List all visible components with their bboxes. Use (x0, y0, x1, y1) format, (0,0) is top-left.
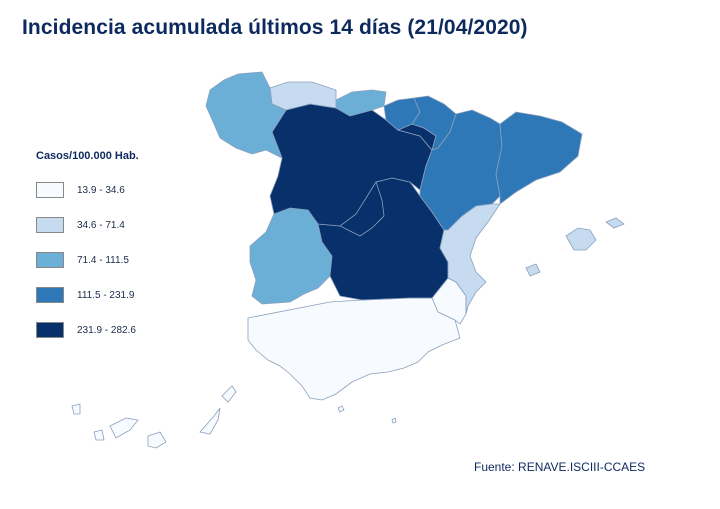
region-cataluna[interactable] (495, 111, 583, 205)
region-asturias[interactable] (269, 81, 337, 111)
region-canarias-3[interactable] (109, 417, 139, 439)
legend-swatch (36, 182, 64, 198)
legend-item: 34.6 - 71.4 (36, 216, 196, 234)
region-andalucia[interactable] (247, 297, 461, 401)
source-note: Fuente: RENAVE.ISCIII-CCAES (474, 460, 646, 474)
legend-item: 111.5 - 231.9 (36, 286, 196, 304)
region-canarias-4[interactable] (147, 431, 167, 449)
region-galicia[interactable] (205, 71, 287, 159)
region-baleares-menorca[interactable] (605, 217, 625, 229)
legend-label: 231.9 - 282.6 (77, 324, 136, 336)
region-cantabria[interactable] (335, 89, 387, 117)
legend-swatch (36, 217, 64, 233)
region-canarias-2[interactable] (93, 429, 105, 441)
legend-label: 111.5 - 231.9 (77, 289, 135, 301)
region-canarias-1[interactable] (71, 403, 81, 415)
region-canarias-5[interactable] (199, 407, 221, 435)
region-baleares-ibiza[interactable] (525, 263, 541, 277)
legend-swatch (36, 287, 64, 303)
map-title: Incidencia acumulada últimos 14 días (21… (22, 16, 528, 39)
legend-label: 71.4 - 111.5 (77, 254, 129, 266)
region-baleares-mallorca[interactable] (565, 227, 597, 251)
region-c-valenciana[interactable] (439, 203, 501, 315)
region-melilla[interactable] (391, 417, 397, 424)
region-canarias-6[interactable] (221, 385, 237, 403)
legend-title: Casos/100.000 Hab. (36, 150, 139, 162)
region-ceuta[interactable] (337, 405, 345, 413)
legend-swatch (36, 322, 64, 338)
legend: Casos/100.000 Hab. 13.9 - 34.6 34.6 - 71… (36, 150, 196, 356)
legend-item: 13.9 - 34.6 (36, 181, 196, 199)
legend-label: 34.6 - 71.4 (77, 219, 125, 231)
legend-label: 13.9 - 34.6 (77, 184, 125, 196)
legend-item: 71.4 - 111.5 (36, 251, 196, 269)
legend-item: 231.9 - 282.6 (36, 321, 196, 339)
legend-swatch (36, 252, 64, 268)
